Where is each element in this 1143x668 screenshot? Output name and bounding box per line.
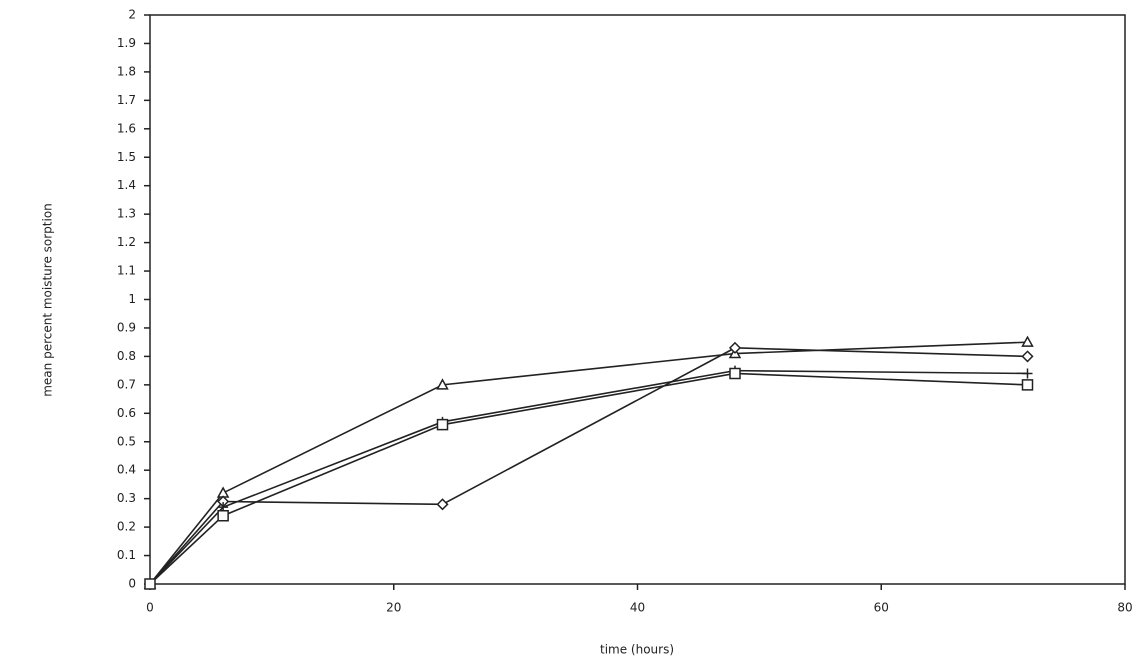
y-tick-label: 0.2 [117,520,136,534]
point-marker [144,578,156,590]
y-tick-label: 2 [128,8,136,22]
point-marker [1021,350,1034,363]
point-marker [217,509,229,522]
x-tick-label: 20 [386,601,401,615]
y-tick-label: 0 [128,577,136,591]
point-marker [436,418,449,431]
y-tick-label: 1.4 [117,178,136,192]
plot-frame [149,14,1126,585]
x-tick-label: 80 [1117,601,1132,615]
y-tick-label: 1 [128,292,136,306]
y-tick-label: 1.8 [117,64,136,78]
y-axis-label: mean percent moisture sorption [41,203,55,397]
y-tick-label: 0.1 [117,548,136,562]
y-tick-label: 0.8 [117,349,136,363]
y-tick-label: 1.5 [117,150,136,164]
series-line [149,369,1028,585]
y-tick-label: 1.9 [117,36,136,50]
y-tick-label: 1.2 [117,235,136,249]
y-tick-label: 0.4 [117,463,136,477]
series-line [149,347,1028,585]
point-marker [436,498,449,511]
y-tick-label: 1.1 [117,264,136,278]
y-tick-label: 1.3 [117,207,136,221]
x-tick-label: 0 [146,601,154,615]
y-tick-label: 0.6 [117,406,136,420]
x-tick-label: 60 [874,601,889,615]
point-marker [729,367,741,380]
point-marker [1022,368,1033,379]
y-tick-label: 0.9 [117,320,136,334]
y-tick-label: 1.6 [117,121,136,135]
y-tick-label: 0.5 [117,434,136,448]
point-marker [436,378,449,390]
y-tick-label: 0.7 [117,377,136,391]
series-line [149,341,1028,585]
point-marker [1021,335,1034,347]
y-tick-label: 0.3 [117,491,136,505]
point-marker [1021,379,1034,391]
y-tick-label: 1.7 [117,93,136,107]
series-line [149,372,1028,585]
x-axis-label: time (hours) [600,643,674,657]
x-tick-label: 40 [630,601,645,615]
point-marker [728,341,742,354]
